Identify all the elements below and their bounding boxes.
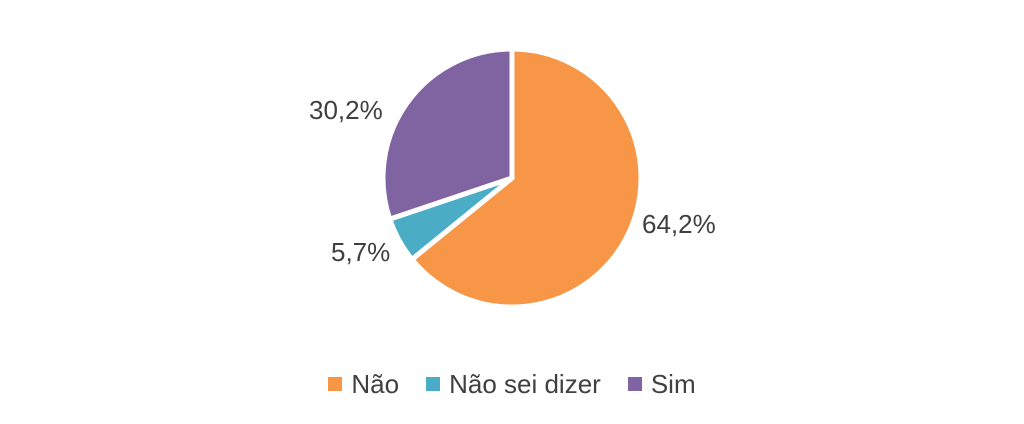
legend-item-nao-sei-dizer: Não sei dizer (426, 371, 601, 397)
pie-slice-sim (380, 46, 515, 222)
data-label-sim: 30,2% (309, 95, 383, 125)
legend-swatch-nao-icon (328, 377, 343, 391)
pie-slice-nao (409, 46, 644, 310)
legend-label-nao: Não (351, 369, 400, 399)
chart-legend: Não Não sei dizer Sim (0, 371, 1024, 397)
legend-item-sim: Sim (627, 369, 696, 399)
legend-item-nao: Não (328, 371, 399, 397)
data-label-nao-sei-dizer: 5,7% (331, 237, 391, 267)
data-label-nao: 64,2% (642, 209, 716, 239)
legend-label-sim: Sim (650, 369, 696, 399)
legend-swatch-nao-sei-dizer-icon (426, 377, 441, 391)
legend-swatch-sim-icon (627, 377, 642, 391)
legend-label-nao-sei-dizer: Não sei dizer (449, 369, 601, 399)
